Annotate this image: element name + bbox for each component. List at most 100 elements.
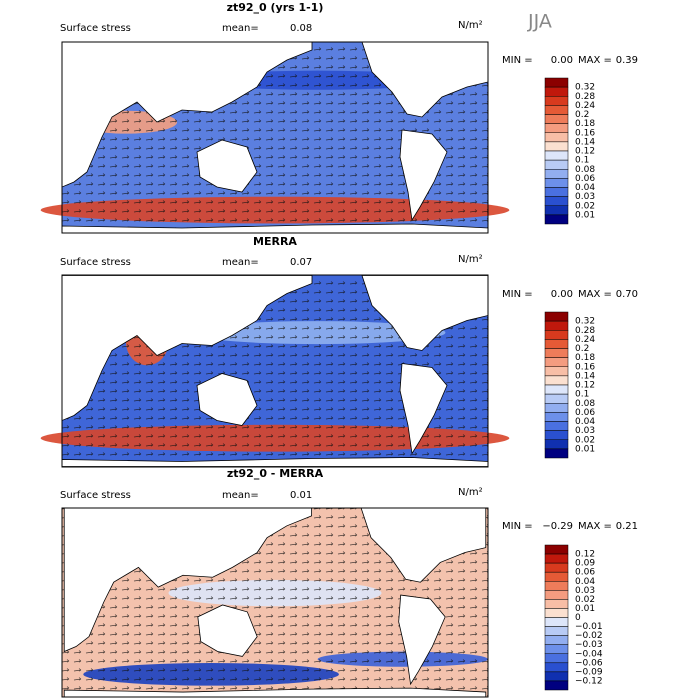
colorbar-box xyxy=(544,662,569,673)
map-frame xyxy=(61,41,489,234)
colorbar-label: 0 xyxy=(575,613,581,623)
colorbar-label: 0.08 xyxy=(575,399,595,409)
colorbar-box xyxy=(544,680,569,691)
max-value: 0.70 xyxy=(616,289,638,300)
colorbar-box xyxy=(544,421,569,431)
colorbar-box xyxy=(544,96,569,106)
colorbar-label: 0.03 xyxy=(575,586,595,596)
colorbar-box xyxy=(544,205,569,216)
colorbar-box xyxy=(544,375,569,386)
colorbar-label: 0.28 xyxy=(575,92,595,102)
colorbar-box xyxy=(544,412,569,422)
subtitle: Surface stress xyxy=(60,490,131,501)
colorbar-box xyxy=(544,159,569,170)
min-value: 0.00 xyxy=(551,289,573,300)
colorbar-label: 0.24 xyxy=(575,335,595,345)
colorbar-box xyxy=(544,320,569,331)
mean-label: mean= xyxy=(222,257,259,268)
colorbar-label: 0.12 xyxy=(575,381,595,391)
colorbar-label: −0.06 xyxy=(575,658,603,668)
colorbar-box xyxy=(544,562,569,573)
colorbar-box xyxy=(544,448,569,459)
colorbar-box xyxy=(544,132,569,143)
units: N/m² xyxy=(458,254,483,265)
min-label: MIN = xyxy=(502,289,533,300)
panel-title: zt92_0 - MERRA xyxy=(227,467,324,480)
max-label: MAX = xyxy=(578,55,612,66)
colorbar-box xyxy=(544,430,569,440)
colorbar-label: 0.32 xyxy=(575,317,595,327)
colorbar-label: 0.14 xyxy=(575,137,595,147)
colorbar-box xyxy=(544,617,569,627)
colorbar-box xyxy=(544,150,569,161)
units: N/m² xyxy=(458,20,483,31)
colorbar-box xyxy=(544,581,569,591)
min-value: −0.29 xyxy=(542,521,573,532)
colorbar-label: 0.03 xyxy=(575,426,595,436)
season-label: JJA xyxy=(527,11,552,33)
colorbar-box xyxy=(544,214,569,225)
subtitle: Surface stress xyxy=(60,23,131,34)
colorbar-box xyxy=(544,105,569,115)
mean-value: 0.08 xyxy=(290,23,312,34)
colorbar-label: 0.01 xyxy=(575,444,595,454)
colorbar-box xyxy=(544,86,569,97)
colorbar-box xyxy=(544,403,569,413)
colorbar-box xyxy=(544,553,569,564)
colorbar-label: 0.28 xyxy=(575,326,595,336)
colorbar-box xyxy=(544,123,569,133)
colorbar-label: 0.02 xyxy=(575,595,595,605)
colorbar-box xyxy=(544,178,569,188)
colorbar-label: 0.1 xyxy=(575,156,589,166)
colorbar-label: 0.14 xyxy=(575,371,595,381)
colorbar-box xyxy=(544,439,569,450)
colorbar-label: 0.24 xyxy=(575,101,595,111)
map-frame xyxy=(61,274,489,468)
colorbar-label: 0.32 xyxy=(575,83,595,93)
colorbar-box xyxy=(544,141,569,152)
colorbar-box xyxy=(544,339,569,349)
colorbar-box xyxy=(544,348,569,358)
max-label: MAX = xyxy=(578,521,612,532)
min-label: MIN = xyxy=(502,521,533,532)
colorbar-label: −0.02 xyxy=(575,631,603,641)
colorbar-label: 0.06 xyxy=(575,408,595,418)
colorbar-box xyxy=(544,571,569,582)
colorbar-label: −0.04 xyxy=(575,649,603,659)
colorbar-label: 0.2 xyxy=(575,344,589,354)
units: N/m² xyxy=(458,487,483,498)
colorbar-box xyxy=(544,393,569,404)
colorbar-label: 0.18 xyxy=(575,119,595,129)
colorbar-label: 0.02 xyxy=(575,201,595,211)
colorbar-label: 0.01 xyxy=(575,604,595,614)
map-frame xyxy=(61,507,489,698)
panel-title: MERRA xyxy=(253,235,297,248)
mean-value: 0.01 xyxy=(290,490,312,501)
colorbar-box xyxy=(544,626,569,636)
colorbar-box xyxy=(544,357,569,367)
subtitle: Surface stress xyxy=(60,257,131,268)
colorbar-label: 0.12 xyxy=(575,550,595,560)
colorbar-label: −0.03 xyxy=(575,640,603,650)
colorbar-label: 0.1 xyxy=(575,390,589,400)
colorbar-label: 0.04 xyxy=(575,577,595,587)
colorbar-label: 0.06 xyxy=(575,568,595,578)
max-value: 0.21 xyxy=(616,521,638,532)
colorbar-box xyxy=(544,608,569,618)
colorbar-label: 0.04 xyxy=(575,417,595,427)
colorbar-box xyxy=(544,196,569,206)
colorbar-label: 0.01 xyxy=(575,210,595,220)
colorbar-label: 0.02 xyxy=(575,435,595,445)
colorbar-box xyxy=(544,635,569,645)
colorbar-label: 0.16 xyxy=(575,362,595,372)
colorbar-box xyxy=(544,169,569,179)
colorbar-label: −0.09 xyxy=(575,667,603,677)
colorbar-box xyxy=(544,187,569,197)
colorbar-label: 0.06 xyxy=(575,174,595,184)
min-value: 0.00 xyxy=(551,55,573,66)
colorbar-box xyxy=(544,671,569,682)
colorbar-label: −0.01 xyxy=(575,622,603,632)
colorbar-label: 0.08 xyxy=(575,165,595,175)
